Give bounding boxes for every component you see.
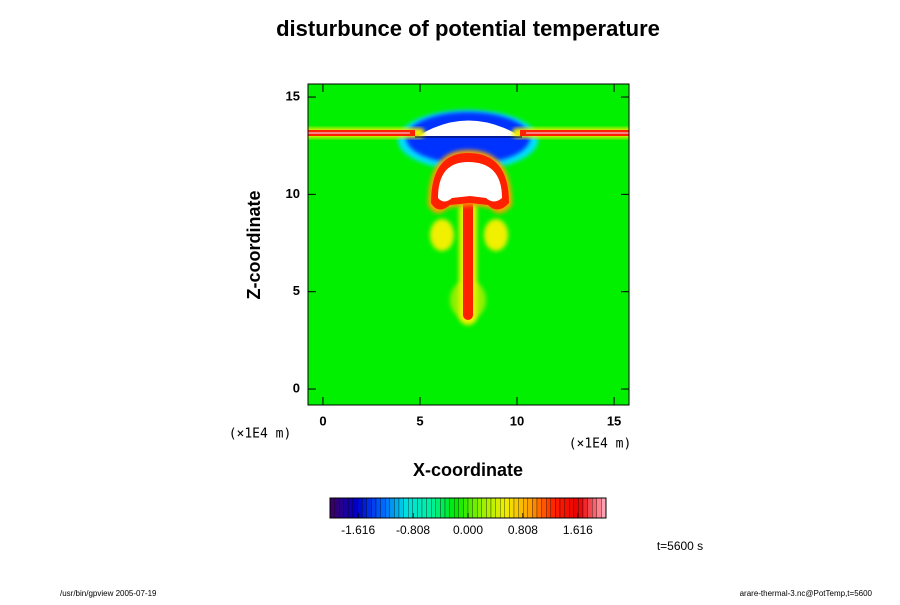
colorbar-cell [486,497,492,519]
colorbar-cell [564,497,570,519]
colorbar-cell [458,497,464,519]
x-axis-label: X-coordinate [413,460,523,480]
colorbar-cell [541,497,547,519]
colorbar-cell [569,497,574,519]
y-tick-label: 10 [286,186,300,201]
colorbar-cell [394,497,400,519]
colorbar-cell [435,497,441,519]
colorbar-cell [463,497,469,519]
colorbar-cell [417,497,423,519]
colorbar-cell [339,497,344,519]
y-axis-label: Z-coordinate [244,190,264,299]
y-unit: (×1E4 m) [229,427,292,442]
x-tick-label: 10 [510,413,524,428]
field [308,84,629,405]
colorbar-cell [592,497,597,519]
colorbar-cell [472,497,478,519]
colorbar-cell [509,497,515,519]
colorbar-tick-label: -1.616 [341,523,375,537]
colorbar-cell [398,497,404,519]
colorbar-cell [601,497,607,519]
colorbar-cell [523,497,528,519]
colorbar-cell [440,497,446,519]
colorbar-cell [329,497,335,519]
colorbar-cell [426,497,432,519]
colorbar-cell [380,497,386,519]
y-tick-label: 15 [286,88,300,103]
colorbar-cell [403,497,409,519]
colorbar-cell [546,497,551,519]
colorbar-cell [555,497,561,519]
x-tick-label: 0 [319,413,326,428]
colorbar-cell [467,497,473,519]
colorbar-tick-label: -0.808 [396,523,430,537]
colorbar-cell [385,497,390,519]
colorbar-cell [389,497,395,519]
colorbar-cell [495,497,501,519]
colorbar-tick-label: 1.616 [563,523,593,537]
colorbar-cell [550,497,556,519]
colorbar-cell [477,497,482,519]
x-tick-label: 15 [607,413,621,428]
y-tick-label: 0 [293,380,300,395]
colorbar-cell [504,497,510,519]
footer-right: arare-thermal-3.nc@PotTemp,t=5600 [740,589,873,598]
time-label: t=5600 s [657,539,703,553]
colorbar-cell [527,497,533,519]
colorbar-tick-label: 0.000 [453,523,483,537]
x-tick-label: 5 [416,413,423,428]
colorbar-cell [578,497,584,519]
colorbar-cell [490,497,496,519]
colorbar-tick-label: 0.808 [508,523,538,537]
colorbar: -1.616 -0.808 0.000 0.808 1.616 [329,497,607,537]
colorbar-cell [500,497,505,519]
colorbar-cell [343,497,349,519]
colorbar-cell [362,497,367,519]
colorbar-cell [352,497,358,519]
colorbar-cell [366,497,372,519]
colorbar-cell [596,497,602,519]
colorbar-cell [582,497,588,519]
colorbar-cell [559,497,565,519]
plot-frame [307,83,630,406]
colorbar-cell [348,497,354,519]
colorbar-cell [587,497,593,519]
colorbar-cell [449,497,455,519]
colorbar-cell [408,497,413,519]
colorbar-cell [481,497,487,519]
colorbar-cell [431,497,436,519]
colorbar-cell [421,497,427,519]
colorbar-cell [444,497,450,519]
chart-title: disturbunce of potential temperature [276,16,660,41]
colorbar-cell [536,497,542,519]
colorbar-cell [454,497,459,519]
colorbar-cell [334,497,340,519]
y-tick-label: 5 [293,283,300,298]
colorbar-cell [513,497,519,519]
axes: 0 5 10 15 0 5 10 15 [286,84,629,428]
x-unit: (×1E4 m) [569,437,632,452]
footer-left: /usr/bin/gpview 2005-07-19 [60,589,157,598]
colorbar-cell [375,497,381,519]
colorbar-cell [371,497,377,519]
colorbar-cell [532,497,538,519]
